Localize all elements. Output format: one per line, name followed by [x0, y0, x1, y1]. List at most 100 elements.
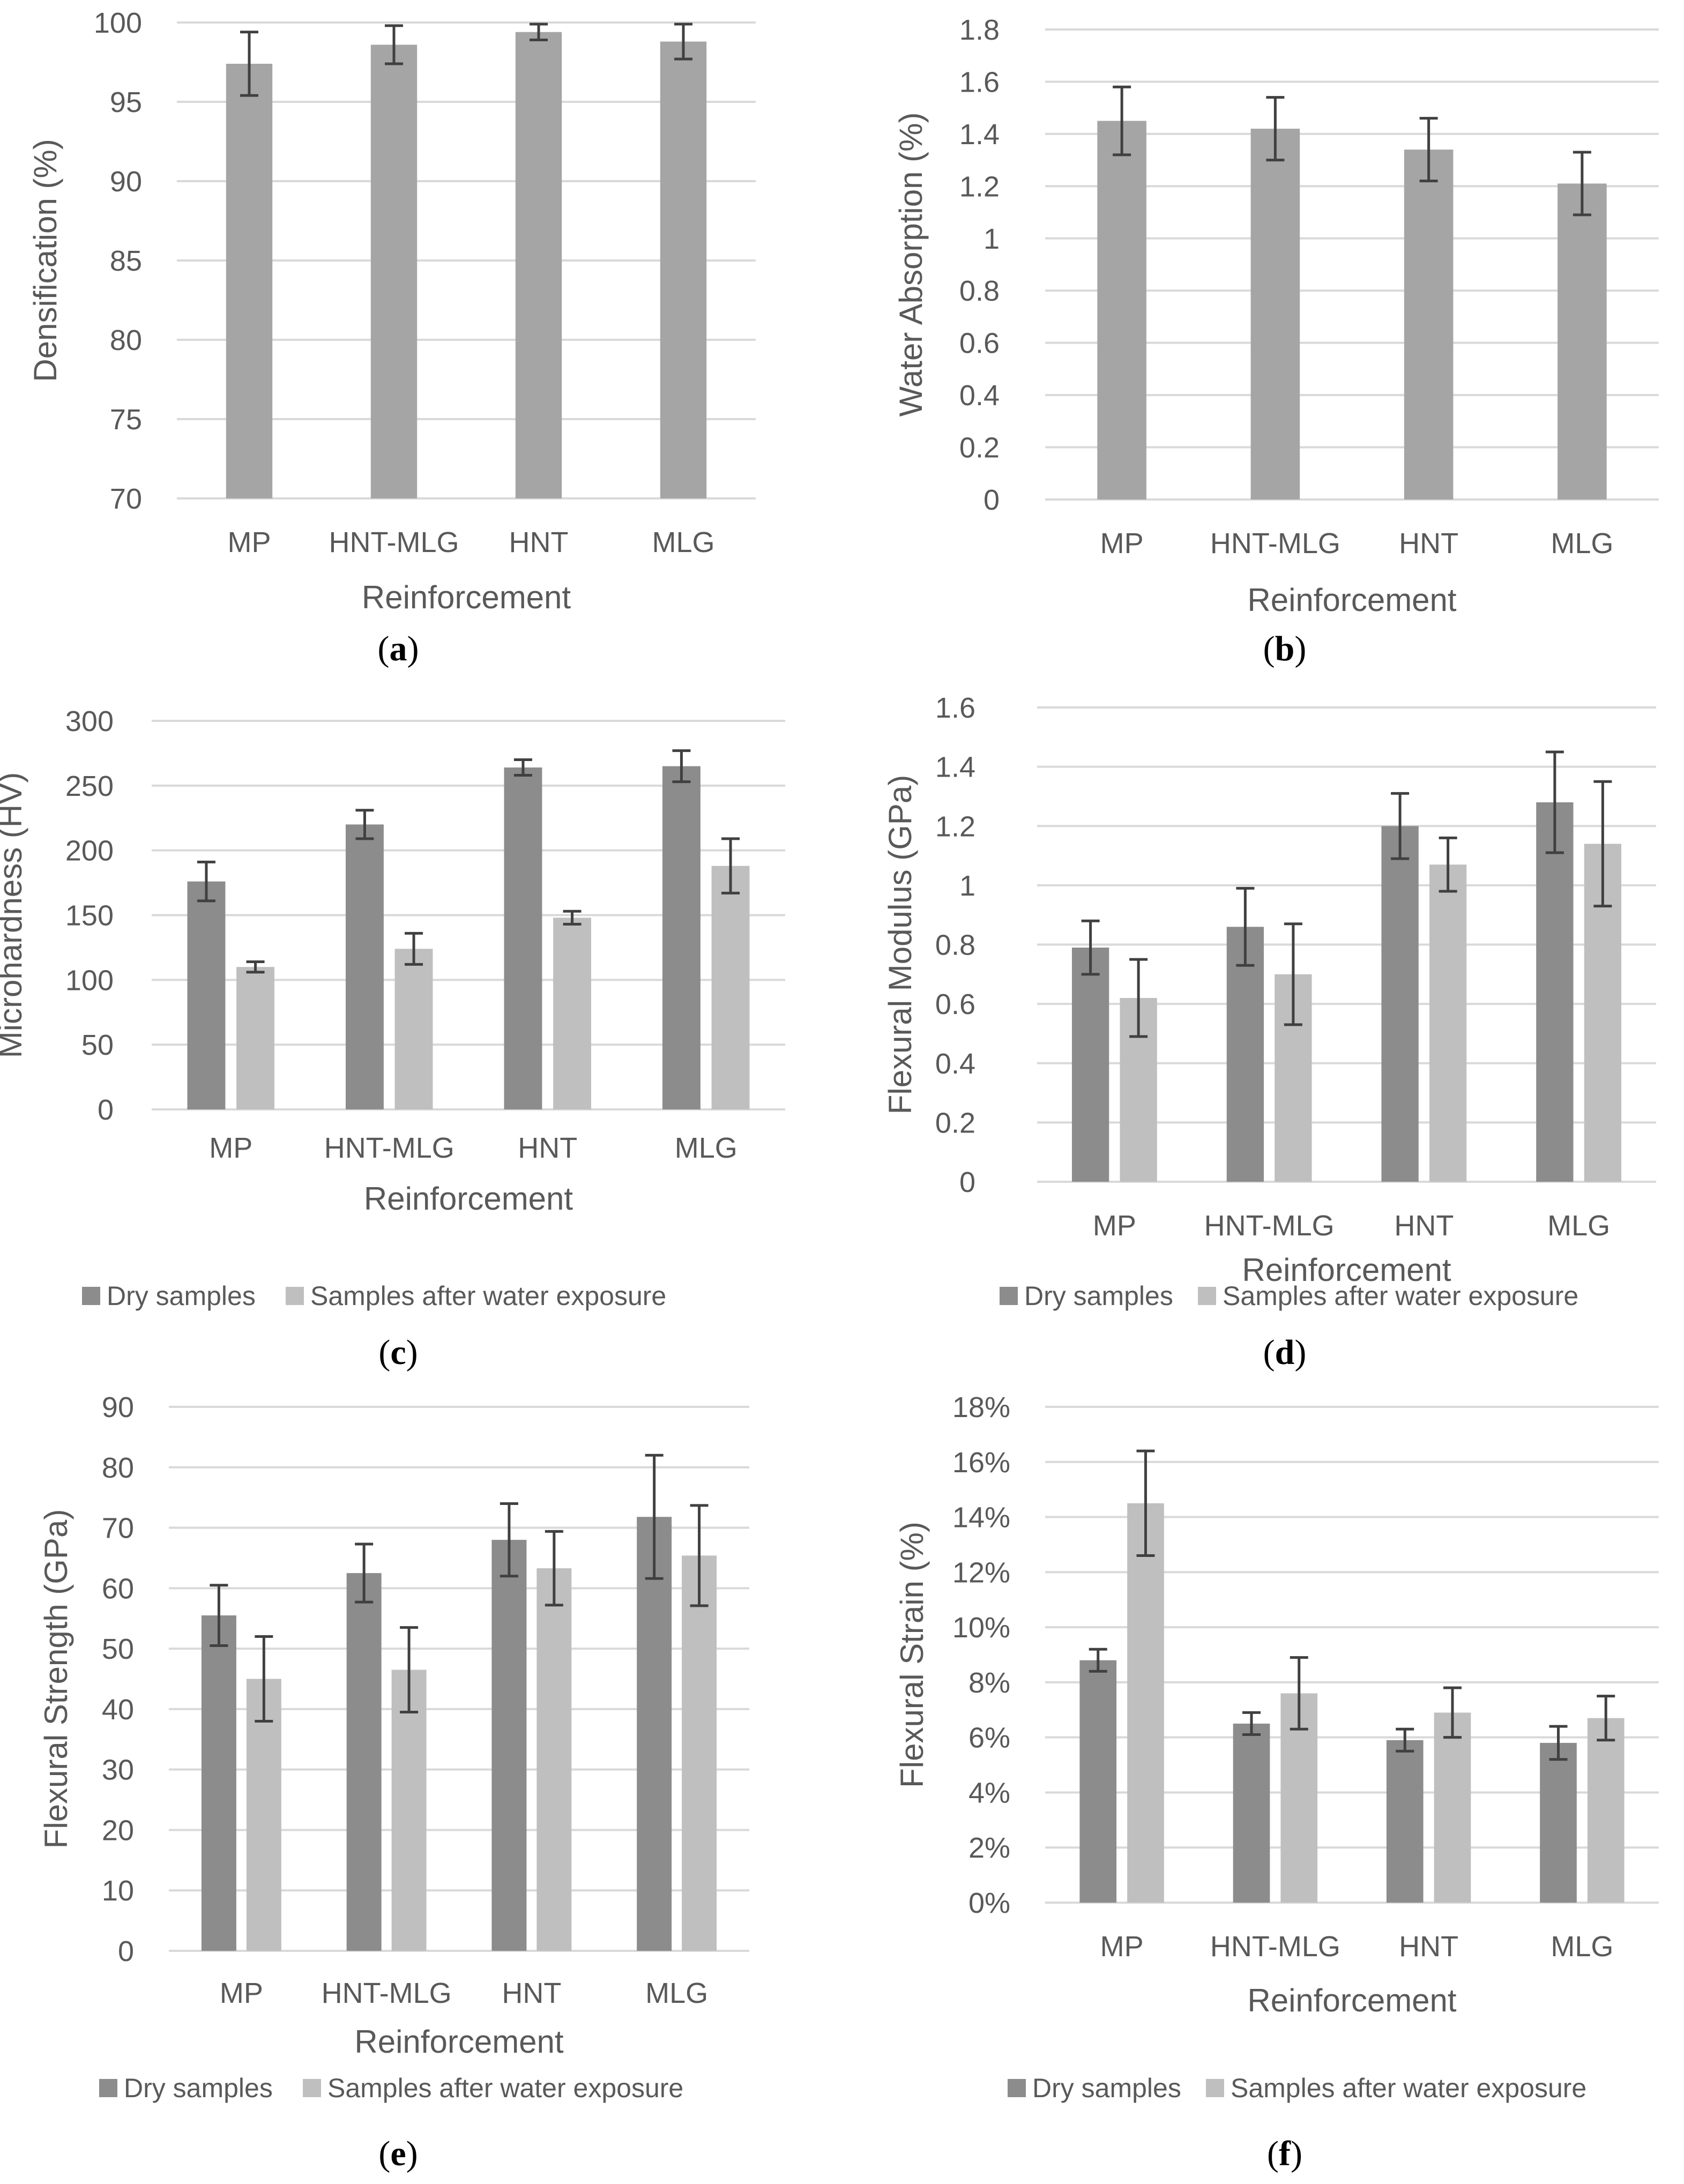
x-tick-label: MLG: [1547, 1210, 1610, 1242]
x-tick-label: HNT: [1394, 1210, 1454, 1242]
x-tick-label: MP: [1100, 527, 1144, 560]
bar-c-MP-dry: [187, 881, 226, 1109]
y-tick-label: 1.4: [935, 751, 975, 784]
x-tick-label: MLG: [1551, 1930, 1613, 1963]
bar-b-MP-dry: [1097, 121, 1146, 500]
legend-swatch-wet: [1206, 2079, 1224, 2097]
bar-c-HNT-dry: [504, 767, 542, 1109]
x-axis-title: Reinforcement: [354, 2024, 564, 2060]
y-tick-label: 12%: [952, 1556, 1010, 1589]
y-tick-label: 90: [102, 1391, 134, 1423]
legend-swatch-dry: [99, 2079, 117, 2097]
y-tick-label: 75: [110, 404, 142, 436]
y-tick-label: 50: [81, 1029, 114, 1061]
bar-c-HNT-wet: [553, 918, 592, 1109]
x-tick-label: HNT: [1399, 527, 1458, 560]
y-tick-label: 300: [65, 705, 114, 737]
x-tick-label: MP: [228, 526, 271, 558]
bar-b-HNT-dry: [1404, 150, 1454, 500]
x-tick-label: HNT: [518, 1132, 577, 1164]
x-axis-title: Reinforcement: [1242, 1252, 1451, 1288]
y-tick-label: 80: [102, 1452, 134, 1484]
legend-label-dry: Dry samples: [1032, 2073, 1181, 2103]
bar-a-MLG-dry: [660, 41, 707, 498]
y-tick-label: 1.6: [959, 66, 1000, 98]
bar-f-MP-wet: [1127, 1503, 1164, 1903]
bar-f-HNT-dry: [1386, 1740, 1424, 1903]
bar-c-HNT-MLG-wet: [394, 949, 433, 1109]
y-tick-label: 200: [65, 835, 114, 867]
x-tick-label: MLG: [652, 526, 714, 558]
chart-panel-a: 70 75 80 85 90 95 100 MP HNT-MLG HNT MLG Reinforcem…: [27, 7, 756, 668]
legend-label-dry: Dry samples: [1024, 1281, 1173, 1311]
y-tick-label: 10: [102, 1875, 134, 1907]
y-tick-label: 0: [983, 484, 1000, 516]
x-axis-title: Reinforcement: [1247, 1982, 1457, 2018]
x-tick-label: MLG: [1551, 527, 1613, 560]
legend-label-wet: Samples after water exposure: [1231, 2073, 1586, 2103]
panel-caption: (a): [378, 629, 419, 668]
bar-a-HNT-MLG-dry: [370, 44, 418, 498]
bar-e-HNT-wet: [537, 1568, 572, 1951]
bar-c-MLG-dry: [662, 766, 701, 1109]
bar-c-MLG-wet: [711, 866, 750, 1109]
y-tick-label: 1.6: [935, 692, 975, 724]
bar-e-MP-dry: [201, 1615, 236, 1951]
legend-label-wet: Samples after water exposure: [327, 2073, 683, 2103]
bar-b-HNT-MLG-dry: [1250, 129, 1300, 500]
bar-a-HNT-dry: [515, 32, 562, 498]
bar-f-MP-dry: [1079, 1660, 1117, 1903]
panel-caption: (b): [1263, 629, 1307, 668]
bar-e-MLG-wet: [682, 1555, 717, 1951]
y-axis-title: Flexural Modulus (GPa): [882, 775, 918, 1115]
y-tick-label: 0.8: [959, 275, 1000, 307]
x-tick-label: MP: [209, 1132, 252, 1164]
chart-panel-d: 0 0.2 0.4 0.6 0.8 1 1.2 1.4 1.6 MP HNT-MLG HNT MLG Re…: [882, 692, 1656, 1372]
bar-e-HNT-MLG-wet: [391, 1669, 427, 1951]
y-tick-label: 90: [110, 166, 142, 198]
x-axis-title: Reinforcement: [364, 1181, 573, 1217]
x-tick-label: HNT-MLG: [1210, 1930, 1340, 1963]
bar-e-HNT-dry: [491, 1540, 527, 1951]
y-tick-label: 1.2: [935, 810, 975, 843]
y-axis-title: Water Absorption (%): [893, 113, 929, 417]
y-tick-label: 16%: [952, 1447, 1010, 1479]
y-tick-label: 0.8: [935, 929, 975, 961]
x-tick-label: HNT-MLG: [1210, 527, 1340, 560]
x-tick-label: MP: [1100, 1930, 1144, 1963]
y-tick-label: 0.2: [959, 432, 1000, 464]
y-axis-title: Microhardness (HV): [0, 772, 28, 1058]
y-tick-label: 70: [110, 483, 142, 515]
y-tick-label: 2%: [968, 1832, 1010, 1864]
bar-a-MP-dry: [226, 63, 273, 498]
bar-c-HNT-MLG-dry: [345, 824, 384, 1109]
y-tick-label: 250: [65, 770, 114, 802]
x-tick-label: HNT: [502, 1977, 561, 2009]
y-tick-label: 10%: [952, 1612, 1010, 1644]
y-tick-label: 0.4: [935, 1048, 975, 1080]
x-tick-label: HNT-MLG: [324, 1132, 454, 1164]
bar-e-HNT-MLG-dry: [346, 1573, 382, 1951]
y-tick-label: 1.2: [959, 170, 1000, 203]
bar-f-HNT-MLG-dry: [1233, 1723, 1270, 1903]
x-tick-label: MLG: [675, 1132, 737, 1164]
y-tick-label: 0: [959, 1166, 975, 1198]
legend-swatch-dry: [82, 1287, 100, 1305]
y-tick-label: 0.6: [935, 988, 975, 1020]
legend-label-dry: Dry samples: [107, 1281, 256, 1311]
bar-f-MLG-wet: [1587, 1718, 1625, 1903]
legend-swatch-wet: [303, 2079, 321, 2097]
y-tick-label: 0.4: [959, 379, 1000, 412]
legend-swatch-wet: [286, 1287, 304, 1305]
chart-panel-e: 0 10 20 30 40 50 60 70 80 90 MP HNT-MLG HNT MLG Reinfo…: [38, 1391, 749, 2173]
y-tick-label: 0: [118, 1935, 134, 1967]
x-tick-label: MP: [220, 1977, 263, 2009]
y-tick-label: 95: [110, 86, 142, 118]
y-tick-label: 18%: [952, 1391, 1010, 1423]
y-tick-label: 0%: [968, 1887, 1010, 1919]
y-tick-label: 1: [983, 223, 1000, 255]
y-tick-label: 85: [110, 245, 142, 277]
bar-d-HNT-wet: [1429, 864, 1467, 1182]
legend-swatch-dry: [1008, 2079, 1026, 2097]
bar-c-MP-wet: [236, 967, 275, 1109]
